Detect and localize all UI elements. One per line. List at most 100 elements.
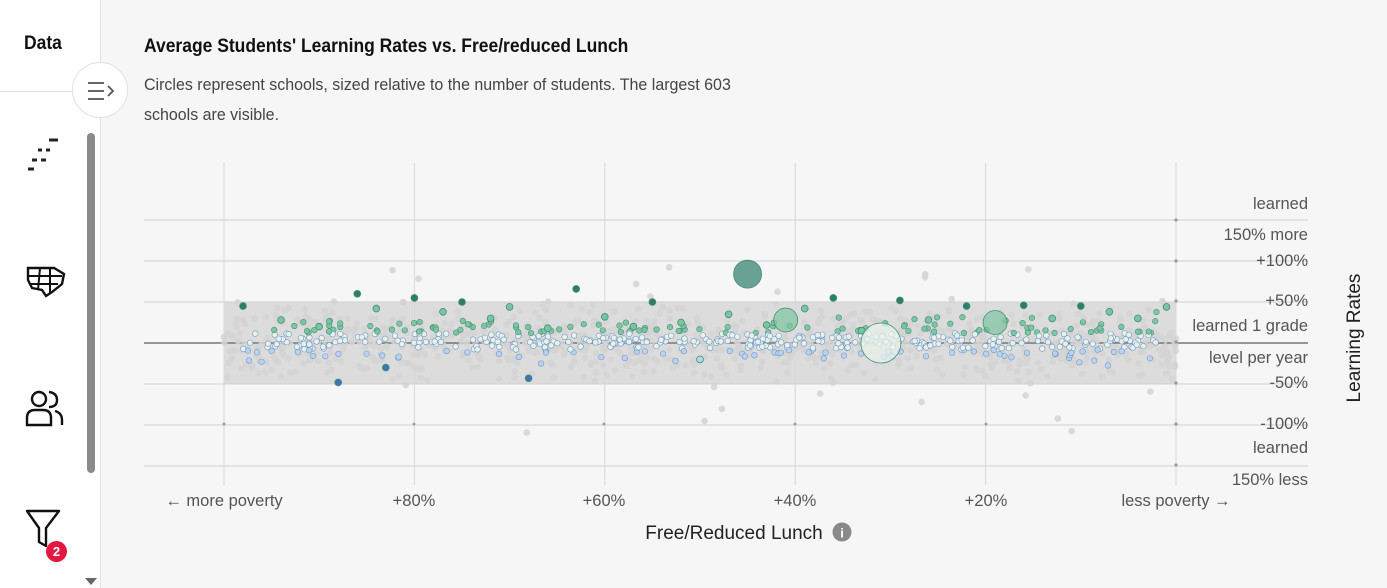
- school-point[interactable]: [820, 355, 827, 362]
- school-point[interactable]: [815, 338, 822, 345]
- school-point[interactable]: [464, 321, 472, 328]
- school-point[interactable]: [474, 346, 481, 353]
- people-icon[interactable]: [24, 388, 66, 433]
- school-point[interactable]: [453, 329, 460, 336]
- school-point[interactable]: [800, 340, 808, 347]
- school-point[interactable]: [542, 349, 550, 356]
- school-point[interactable]: [677, 318, 685, 327]
- school-point[interactable]: [657, 336, 665, 343]
- school-point[interactable]: [1118, 323, 1125, 331]
- school-point[interactable]: [706, 338, 713, 345]
- school-point[interactable]: [762, 321, 771, 329]
- school-point[interactable]: [294, 349, 301, 356]
- school-point[interactable]: [960, 329, 968, 337]
- school-point[interactable]: [245, 357, 253, 364]
- school-point[interactable]: [970, 348, 978, 355]
- school-point[interactable]: [800, 304, 809, 313]
- school-point[interactable]: [358, 334, 365, 341]
- school-point[interactable]: [318, 334, 325, 342]
- school-point[interactable]: [376, 338, 383, 345]
- school-point[interactable]: [724, 324, 731, 331]
- school-point[interactable]: [515, 329, 522, 336]
- school-point[interactable]: [1077, 302, 1085, 310]
- school-point[interactable]: [733, 259, 762, 289]
- school-point[interactable]: [297, 335, 305, 342]
- school-point[interactable]: [277, 316, 285, 324]
- school-point[interactable]: [622, 319, 630, 326]
- school-point[interactable]: [527, 330, 535, 337]
- school-point[interactable]: [1019, 320, 1026, 327]
- school-point[interactable]: [759, 335, 766, 342]
- school-point[interactable]: [268, 348, 275, 355]
- school-point[interactable]: [567, 323, 574, 331]
- school-point[interactable]: [1140, 343, 1147, 350]
- school-point[interactable]: [953, 332, 961, 339]
- school-point[interactable]: [313, 338, 320, 345]
- school-point[interactable]: [1008, 354, 1015, 361]
- school-point[interactable]: [724, 337, 731, 344]
- school-point[interactable]: [1076, 359, 1083, 366]
- school-point[interactable]: [306, 334, 313, 341]
- school-point[interactable]: [300, 340, 307, 347]
- legend-icon[interactable]: [24, 136, 64, 177]
- school-point[interactable]: [600, 335, 607, 342]
- school-point[interactable]: [643, 339, 650, 346]
- school-point[interactable]: [388, 326, 396, 333]
- school-point[interactable]: [822, 349, 829, 356]
- school-point[interactable]: [396, 320, 403, 327]
- school-point[interactable]: [696, 355, 704, 364]
- school-point[interactable]: [382, 335, 389, 343]
- school-point[interactable]: [1079, 348, 1086, 355]
- school-point[interactable]: [524, 374, 533, 383]
- school-point[interactable]: [567, 346, 574, 353]
- school-point[interactable]: [969, 337, 976, 344]
- school-point[interactable]: [1010, 329, 1017, 337]
- school-point[interactable]: [771, 336, 778, 343]
- school-point[interactable]: [1060, 330, 1068, 338]
- school-point[interactable]: [592, 339, 599, 346]
- school-point[interactable]: [294, 343, 301, 350]
- school-point[interactable]: [690, 338, 697, 345]
- school-point[interactable]: [459, 317, 467, 325]
- school-point[interactable]: [852, 339, 859, 346]
- school-point[interactable]: [306, 341, 313, 348]
- school-point[interactable]: [410, 294, 419, 302]
- school-point[interactable]: [1152, 339, 1159, 346]
- school-point[interactable]: [325, 328, 333, 335]
- school-point[interactable]: [481, 334, 489, 341]
- school-point[interactable]: [247, 339, 254, 346]
- school-point[interactable]: [653, 326, 660, 333]
- school-point[interactable]: [1039, 345, 1046, 352]
- school-point[interactable]: [959, 314, 966, 321]
- map-icon[interactable]: [24, 262, 68, 303]
- school-point[interactable]: [1049, 343, 1056, 351]
- school-point[interactable]: [1105, 307, 1114, 316]
- school-point[interactable]: [1162, 303, 1171, 311]
- school-point[interactable]: [1122, 336, 1129, 343]
- school-point[interactable]: [804, 324, 811, 331]
- school-point[interactable]: [311, 326, 318, 334]
- school-point[interactable]: [933, 314, 941, 321]
- school-point[interactable]: [835, 314, 842, 321]
- school-point[interactable]: [244, 347, 251, 354]
- school-point[interactable]: [947, 337, 954, 344]
- school-point[interactable]: [1009, 340, 1016, 347]
- school-point[interactable]: [394, 337, 401, 344]
- school-point[interactable]: [543, 324, 552, 333]
- school-point[interactable]: [759, 343, 766, 350]
- school-point[interactable]: [431, 338, 438, 345]
- school-point[interactable]: [626, 330, 633, 337]
- school-point[interactable]: [921, 325, 928, 332]
- school-point[interactable]: [291, 322, 298, 330]
- school-point[interactable]: [632, 335, 639, 343]
- school-point[interactable]: [949, 344, 956, 351]
- school-point[interactable]: [778, 339, 785, 346]
- school-point[interactable]: [989, 341, 997, 348]
- school-point[interactable]: [829, 334, 836, 342]
- school-point[interactable]: [636, 327, 643, 334]
- school-point[interactable]: [443, 330, 450, 337]
- school-point[interactable]: [990, 346, 997, 354]
- school-point[interactable]: [1074, 334, 1081, 341]
- school-point[interactable]: [1035, 332, 1043, 339]
- school-point[interactable]: [746, 342, 754, 349]
